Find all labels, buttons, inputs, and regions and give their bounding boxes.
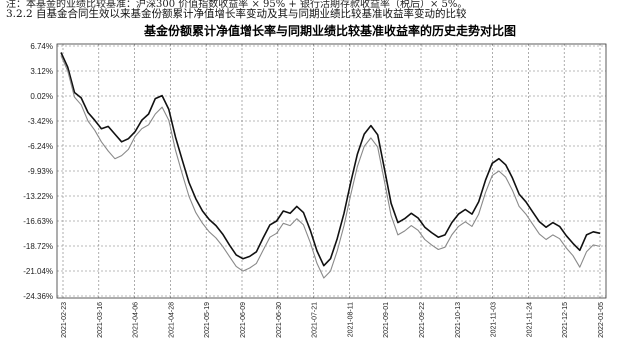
x-tick-label: 2021-09-22 — [419, 302, 426, 338]
x-tick-label: 2021-11-24 — [526, 302, 533, 337]
x-tick-label: 2021-11-03 — [491, 302, 498, 337]
chart-title: 基金份额累计净值增长率与同期业绩比较基准收益率的历史走势对比图 — [143, 23, 516, 38]
x-tick-label: 2021-09-01 — [383, 302, 390, 338]
y-tick-label: 3.12% — [30, 67, 53, 76]
y-tick-label: -13.22% — [23, 192, 53, 201]
y-tick-label: 6.74% — [30, 42, 53, 51]
y-tick-label: -9.93% — [28, 167, 53, 176]
y-tick-label: -3.42% — [28, 117, 53, 126]
benchmark-note: 注：本基金的业绩比较基准：沪深300 价值指数收益率 × 95% + 银行活期存… — [6, 0, 468, 10]
axis-layer: 6.74% 3.12% 0.02% -3.42% -6.24% -9.93% -13.22%… — [23, 42, 607, 338]
x-tick-label: 2021-07-21 — [312, 302, 319, 338]
x-tick-label: 2021-03-16 — [97, 302, 104, 338]
y-tick-label: -6.24% — [28, 142, 53, 151]
y-tick-label: 0.02% — [30, 92, 53, 101]
x-tick-label: 2021-10-13 — [455, 302, 462, 338]
y-tick-label: -24.36% — [23, 292, 53, 301]
x-tick-label: 2021-04-28 — [168, 302, 175, 338]
x-tick-label: 2021-12-15 — [562, 302, 569, 338]
x-tick-label: 2022-01-05 — [598, 302, 605, 338]
y-tick-label: -21.04% — [23, 267, 53, 276]
grid-layer — [57, 44, 606, 298]
section-heading: 3.2.2 自基金合同生效以来基金份额累计净值增长率变动及其与同期业绩比较基准收… — [6, 8, 467, 20]
series-line-2 — [60, 55, 601, 279]
x-tick-label: 2021-04-06 — [133, 302, 140, 338]
y-tick-label: -18.72% — [23, 242, 53, 251]
x-tick-label: 2021-06-30 — [276, 302, 283, 338]
x-tick-label: 2021-08-11 — [347, 302, 354, 337]
y-tick-label: -16.63% — [23, 217, 53, 226]
series-line-1 — [60, 52, 601, 267]
plot-frame — [56, 43, 607, 299]
x-tick-label: 2021-02-23 — [61, 302, 68, 338]
series-layer — [60, 52, 601, 279]
x-tick-label: 2021-05-19 — [204, 302, 211, 338]
x-tick-label: 2021-06-09 — [240, 302, 247, 338]
